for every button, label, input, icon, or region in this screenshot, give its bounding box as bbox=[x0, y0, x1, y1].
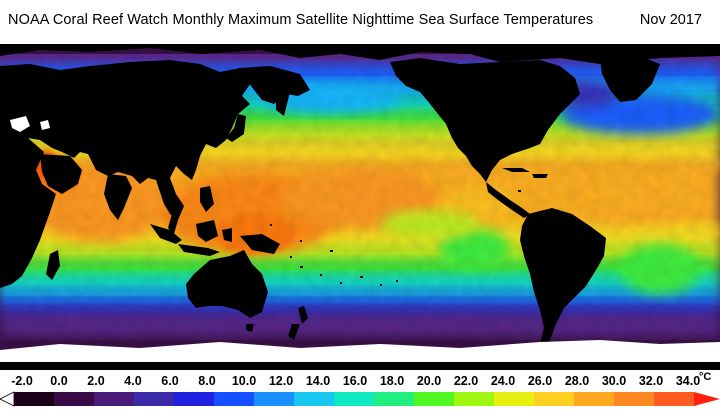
colorbar-swatch bbox=[614, 392, 655, 406]
colorbar-tick-label: 8.0 bbox=[198, 374, 216, 388]
colorbar-tick-label: 16.0 bbox=[342, 374, 368, 388]
colorbar-tick-label: 28.0 bbox=[564, 374, 590, 388]
colorbar-swatch bbox=[214, 392, 255, 406]
colorbar-tick-label: -2.0 bbox=[11, 374, 33, 388]
colorbar-swatch bbox=[134, 392, 175, 406]
colorbar-min-arrow bbox=[0, 391, 15, 407]
colorbar-swatch bbox=[334, 392, 375, 406]
colorbar-swatch bbox=[454, 392, 495, 406]
colorbar-swatch bbox=[374, 392, 415, 406]
colorbar-tick-label: 2.0 bbox=[87, 374, 105, 388]
colorbar-swatch bbox=[294, 392, 335, 406]
colorbar-tick-label: 20.0 bbox=[416, 374, 442, 388]
colorbar-tick-label: 24.0 bbox=[490, 374, 516, 388]
colorbar-strip bbox=[0, 391, 720, 407]
sst-map[interactable] bbox=[0, 44, 720, 370]
colorbar-swatch bbox=[414, 392, 455, 406]
colorbar-swatch bbox=[94, 392, 135, 406]
colorbar-max-arrow bbox=[694, 392, 720, 406]
colorbar-unit: °C bbox=[699, 371, 712, 383]
sst-map-svg bbox=[0, 44, 720, 370]
map-title: NOAA Coral Reef Watch Monthly Maximum Sa… bbox=[8, 12, 594, 28]
colorbar-swatch bbox=[54, 392, 95, 406]
colorbar-tick-label: 10.0 bbox=[231, 374, 257, 388]
map-date: Nov 2017 bbox=[639, 12, 702, 28]
colorbar-swatch bbox=[574, 392, 615, 406]
colorbar-tick-label: 0.0 bbox=[50, 374, 68, 388]
colorbar-swatch bbox=[494, 392, 535, 406]
colorbar-tick-label: 14.0 bbox=[305, 374, 331, 388]
colorbar-tick-label: 18.0 bbox=[379, 374, 405, 388]
pacific-islands bbox=[270, 148, 521, 286]
colorbar-tick-labels: -2.0 0.0 2.0 4.0 6.0 8.0 10.0 12.0 14.0 16.0 18.0 2… bbox=[0, 374, 720, 390]
land bbox=[0, 44, 720, 370]
colorbar: -2.0 0.0 2.0 4.0 6.0 8.0 10.0 12.0 14.0 16.0 18.0 2… bbox=[0, 370, 720, 411]
colorbar-tick-label: 22.0 bbox=[453, 374, 479, 388]
colorbar-swatch bbox=[14, 392, 55, 406]
sea-ice bbox=[0, 116, 720, 362]
colorbar-tick-label: 34.0 bbox=[675, 374, 701, 388]
colorbar-swatch bbox=[654, 392, 695, 406]
colorbar-tick-label: 4.0 bbox=[124, 374, 142, 388]
colorbar-swatch bbox=[174, 392, 215, 406]
colorbar-tick-label: 30.0 bbox=[601, 374, 627, 388]
colorbar-tick-label: 12.0 bbox=[268, 374, 294, 388]
colorbar-swatch bbox=[534, 392, 575, 406]
colorbar-tick-label: 6.0 bbox=[161, 374, 179, 388]
colorbar-swatch bbox=[254, 392, 295, 406]
title-bar: NOAA Coral Reef Watch Monthly Maximum Sa… bbox=[0, 0, 720, 44]
colorbar-tick-label: 26.0 bbox=[527, 374, 553, 388]
colorbar-tick-label: 32.0 bbox=[638, 374, 664, 388]
